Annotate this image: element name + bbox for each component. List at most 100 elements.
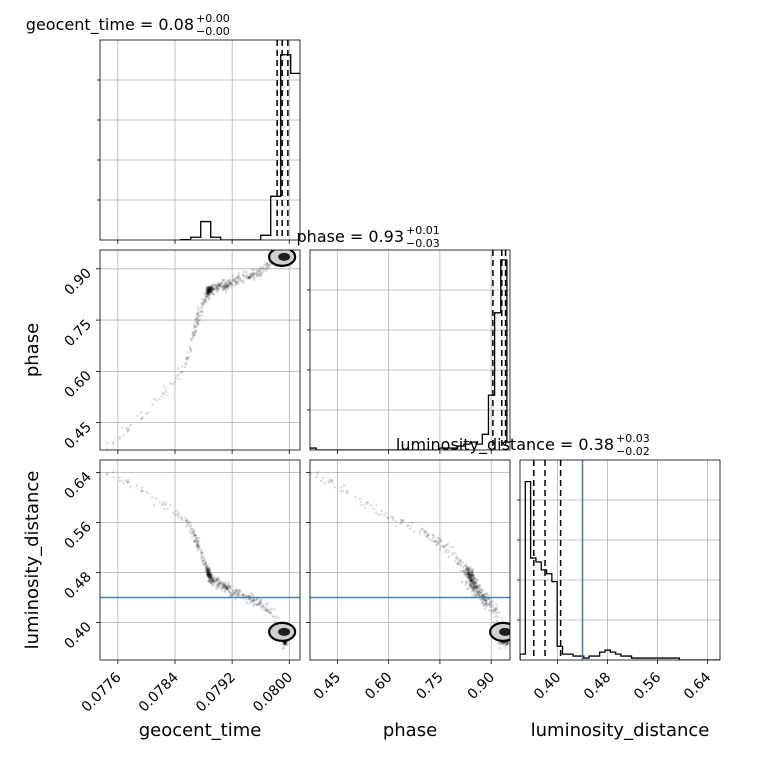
scatter-point	[207, 575, 211, 578]
scatter-point	[467, 567, 471, 571]
scatter-point	[233, 592, 237, 596]
scatter-point	[208, 577, 211, 580]
scatter-point	[359, 504, 363, 507]
scatter-point	[208, 576, 212, 579]
scatter-point	[274, 615, 278, 619]
scatter-point	[269, 611, 273, 615]
scatter-point	[208, 570, 211, 573]
scatter-point	[210, 582, 213, 585]
scatter-point	[194, 330, 197, 333]
scatter-point	[204, 564, 208, 567]
scatter-point	[230, 286, 234, 290]
scatter-point	[204, 298, 207, 301]
scatter-point	[467, 570, 470, 574]
scatter-point	[145, 490, 148, 494]
scatter-point	[197, 537, 201, 540]
scatter-point	[226, 283, 230, 287]
scatter-point	[210, 288, 213, 292]
scatter-point	[239, 277, 242, 281]
scatter-point	[319, 479, 323, 483]
scatter-point	[195, 317, 199, 321]
scatter-point	[461, 565, 465, 569]
scatter-point	[191, 331, 194, 335]
scatter-point	[284, 643, 288, 647]
scatter-point	[479, 590, 483, 593]
scatter-point	[234, 280, 237, 283]
scatter-point	[209, 290, 212, 294]
scatter-point	[484, 601, 488, 604]
scatter-point	[209, 573, 212, 577]
scatter-point	[265, 603, 268, 606]
scatter-point	[504, 643, 508, 647]
panel-frame	[99, 249, 301, 451]
scatter-geocent_time-luminosity_distance	[105, 470, 297, 650]
scatter-point	[271, 614, 275, 618]
scatter-point	[209, 581, 213, 585]
x-tick-label-geocent_time: 0.0800	[250, 670, 296, 716]
scatter-point	[210, 286, 214, 290]
scatter-point	[484, 598, 488, 601]
scatter-point	[221, 582, 225, 585]
scatter-point	[471, 578, 474, 581]
scatter-point	[477, 593, 480, 597]
scatter-point	[505, 643, 508, 646]
scatter-point	[481, 593, 485, 596]
scatter-point	[208, 287, 211, 291]
scatter-point	[401, 519, 405, 523]
scatter-point	[216, 288, 220, 291]
scatter-point	[208, 288, 212, 292]
scatter-point	[468, 576, 472, 580]
scatter-point	[486, 603, 490, 607]
contour-inner	[278, 252, 291, 261]
scatter-point	[207, 573, 211, 577]
scatter-point	[207, 293, 211, 297]
scatter-point	[210, 292, 213, 295]
scatter-point	[395, 525, 398, 528]
scatter-point	[470, 570, 474, 573]
scatter-point	[469, 571, 472, 574]
scatter-point	[468, 565, 472, 569]
scatter-point	[225, 284, 229, 288]
scatter-point	[265, 609, 268, 613]
scatter-point	[124, 479, 128, 482]
scatter-point	[207, 288, 210, 292]
scatter-point	[209, 575, 213, 578]
scatter-point	[194, 325, 197, 329]
scatter-point	[195, 539, 199, 543]
scatter-point	[196, 310, 200, 314]
scatter-point	[222, 586, 226, 589]
scatter-point	[121, 426, 124, 429]
scatter-point	[186, 351, 190, 354]
scatter-point	[212, 580, 216, 583]
scatter-point	[421, 527, 424, 531]
scatter-point	[209, 289, 212, 292]
scatter-point	[237, 592, 241, 596]
scatter-point	[400, 521, 404, 525]
scatter-point	[189, 524, 192, 528]
scatter-point	[226, 585, 230, 588]
scatter-point	[202, 559, 206, 562]
scatter-point	[203, 292, 207, 295]
scatter-point	[498, 642, 502, 646]
scatter-point	[486, 601, 490, 605]
scatter-point	[492, 609, 495, 613]
scatter-point	[471, 574, 475, 577]
scatter-point	[176, 515, 180, 519]
scatter-point	[427, 533, 430, 537]
scatter-point	[258, 600, 261, 604]
scatter-point	[502, 641, 506, 645]
scatter-point	[225, 587, 229, 591]
scatter-point	[316, 470, 320, 474]
scatter-point	[285, 641, 289, 645]
scatter-point	[447, 549, 450, 552]
scatter-point	[454, 559, 457, 563]
scatter-point	[285, 643, 289, 646]
scatter-point	[160, 395, 164, 398]
scatter-point	[400, 518, 404, 522]
scatter-point	[212, 579, 216, 582]
scatter-point	[222, 582, 226, 586]
scatter-point	[200, 303, 203, 307]
scatter-point	[224, 286, 228, 290]
scatter-point	[418, 529, 422, 533]
scatter-point	[206, 292, 210, 296]
